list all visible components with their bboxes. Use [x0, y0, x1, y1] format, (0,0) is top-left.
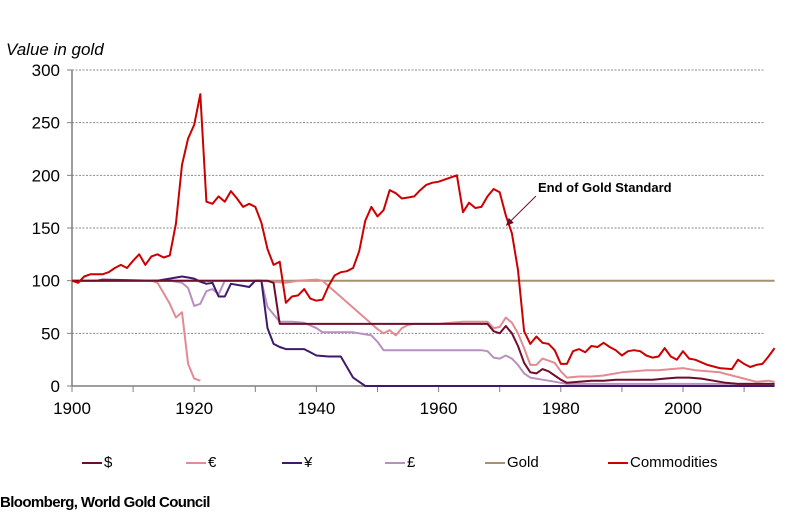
legend-item-gold: Gold [485, 454, 539, 471]
axes: 0 50 100 150 200 250 300 1900 1920 1940 1960 1980 20… [32, 61, 765, 418]
legend-label: £ [407, 454, 416, 471]
legend-label: ¥ [304, 454, 313, 471]
y-tick-label: 150 [32, 219, 60, 238]
gridlines [72, 69, 765, 334]
legend-swatch [385, 461, 405, 464]
y-axis-title: Value in gold [6, 40, 104, 59]
legend-item-jpy: ¥ [282, 454, 312, 471]
annotation-group: End of Gold Standard [505, 180, 672, 226]
y-tick-label: 200 [32, 166, 60, 185]
annotation-arrow-line [508, 195, 537, 224]
legend-label: $ [104, 454, 113, 471]
x-tick-label: 1900 [53, 399, 91, 418]
legend-swatch [282, 461, 302, 464]
x-tick-label: 2000 [664, 399, 702, 418]
x-tick-label: 1940 [297, 399, 335, 418]
y-tick-label: 100 [32, 272, 60, 291]
series-line-jpy [72, 275, 775, 387]
series-group [71, 93, 776, 387]
x-tick-label: 1960 [420, 399, 458, 418]
series-line-gbp [72, 279, 775, 385]
legend-item-eur: € [186, 454, 216, 471]
source-note: Bloomberg, World Gold Council [0, 494, 210, 511]
y-tick-label: 50 [41, 324, 60, 343]
x-tick-label: 1920 [175, 399, 213, 418]
series-line-usd [72, 279, 775, 385]
legend-item-gbp: £ [385, 454, 415, 471]
y-tick-label: 300 [32, 61, 60, 80]
legend-label: Commodities [630, 454, 718, 471]
legend-swatch [186, 461, 206, 464]
series-line-eur [72, 279, 201, 382]
legend-label: € [208, 454, 217, 471]
series-line-commodities [71, 93, 776, 371]
legend-swatch [485, 461, 505, 464]
annotation-text: End of Gold Standard [538, 180, 672, 195]
legend: $ € ¥ £ Gold Commodities [0, 454, 787, 474]
annotation-arrowhead [505, 217, 514, 226]
y-tick-label: 0 [51, 377, 60, 396]
x-tick-label: 1980 [542, 399, 580, 418]
legend-item-commodities: Commodities [608, 454, 718, 471]
y-tick-label: 250 [32, 114, 60, 133]
legend-swatch [608, 461, 628, 464]
legend-swatch [82, 461, 102, 464]
legend-item-usd: $ [82, 454, 112, 471]
series-line-eur-later [261, 278, 775, 383]
legend-label: Gold [507, 454, 539, 471]
